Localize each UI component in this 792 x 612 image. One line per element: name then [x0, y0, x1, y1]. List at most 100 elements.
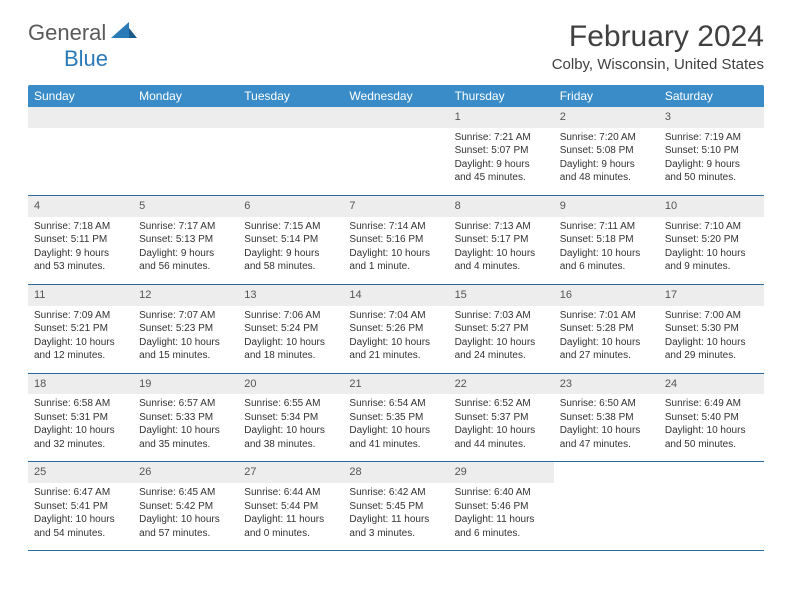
day-number: 7 [343, 196, 448, 217]
calendar-cell: 6Sunrise: 7:15 AMSunset: 5:14 PMDaylight… [238, 195, 343, 284]
sunrise-text: Sunrise: 7:06 AM [244, 309, 337, 323]
day-body: Sunrise: 7:09 AMSunset: 5:21 PMDaylight:… [28, 306, 133, 373]
daylight-text: Daylight: 9 hours and 50 minutes. [665, 158, 758, 185]
calendar-cell: 12Sunrise: 7:07 AMSunset: 5:23 PMDayligh… [133, 284, 238, 373]
day-body: Sunrise: 7:18 AMSunset: 5:11 PMDaylight:… [28, 217, 133, 284]
sunrise-text: Sunrise: 7:09 AM [34, 309, 127, 323]
calendar-cell: 1Sunrise: 7:21 AMSunset: 5:07 PMDaylight… [449, 107, 554, 195]
day-number: 6 [238, 196, 343, 217]
calendar-cell [238, 107, 343, 195]
calendar-cell: 24Sunrise: 6:49 AMSunset: 5:40 PMDayligh… [659, 373, 764, 462]
calendar-cell: 9Sunrise: 7:11 AMSunset: 5:18 PMDaylight… [554, 195, 659, 284]
sunset-text: Sunset: 5:46 PM [455, 500, 548, 514]
calendar-cell: 28Sunrise: 6:42 AMSunset: 5:45 PMDayligh… [343, 462, 448, 551]
daylight-text: Daylight: 10 hours and 1 minute. [349, 247, 442, 274]
daylight-text: Daylight: 10 hours and 44 minutes. [455, 424, 548, 451]
day-body: Sunrise: 7:14 AMSunset: 5:16 PMDaylight:… [343, 217, 448, 284]
calendar-cell: 17Sunrise: 7:00 AMSunset: 5:30 PMDayligh… [659, 284, 764, 373]
day-number: 29 [449, 462, 554, 483]
day-number: 11 [28, 285, 133, 306]
day-body: Sunrise: 6:54 AMSunset: 5:35 PMDaylight:… [343, 394, 448, 461]
calendar-cell: 5Sunrise: 7:17 AMSunset: 5:13 PMDaylight… [133, 195, 238, 284]
day-body: Sunrise: 7:20 AMSunset: 5:08 PMDaylight:… [554, 128, 659, 195]
calendar-cell: 10Sunrise: 7:10 AMSunset: 5:20 PMDayligh… [659, 195, 764, 284]
sunrise-text: Sunrise: 6:47 AM [34, 486, 127, 500]
sunset-text: Sunset: 5:37 PM [455, 411, 548, 425]
calendar-cell: 26Sunrise: 6:45 AMSunset: 5:42 PMDayligh… [133, 462, 238, 551]
day-number-empty [133, 107, 238, 128]
sunrise-text: Sunrise: 6:54 AM [349, 397, 442, 411]
logo: General Blue [28, 20, 139, 72]
day-number: 18 [28, 374, 133, 395]
sunset-text: Sunset: 5:24 PM [244, 322, 337, 336]
sunset-text: Sunset: 5:20 PM [665, 233, 758, 247]
sunrise-text: Sunrise: 7:17 AM [139, 220, 232, 234]
location: Colby, Wisconsin, United States [552, 56, 764, 73]
sunset-text: Sunset: 5:17 PM [455, 233, 548, 247]
daylight-text: Daylight: 10 hours and 21 minutes. [349, 336, 442, 363]
daylight-text: Daylight: 10 hours and 18 minutes. [244, 336, 337, 363]
calendar-cell: 14Sunrise: 7:04 AMSunset: 5:26 PMDayligh… [343, 284, 448, 373]
day-number: 8 [449, 196, 554, 217]
day-body: Sunrise: 6:45 AMSunset: 5:42 PMDaylight:… [133, 483, 238, 550]
sunrise-text: Sunrise: 7:20 AM [560, 131, 653, 145]
calendar-row: 11Sunrise: 7:09 AMSunset: 5:21 PMDayligh… [28, 284, 764, 373]
logo-triangle-icon [111, 20, 139, 40]
calendar-cell: 16Sunrise: 7:01 AMSunset: 5:28 PMDayligh… [554, 284, 659, 373]
day-number: 2 [554, 107, 659, 128]
day-number-empty [28, 107, 133, 128]
sunset-text: Sunset: 5:30 PM [665, 322, 758, 336]
calendar-cell: 7Sunrise: 7:14 AMSunset: 5:16 PMDaylight… [343, 195, 448, 284]
day-body-empty [343, 128, 448, 155]
day-number-empty [343, 107, 448, 128]
daylight-text: Daylight: 10 hours and 6 minutes. [560, 247, 653, 274]
day-body: Sunrise: 7:03 AMSunset: 5:27 PMDaylight:… [449, 306, 554, 373]
day-body: Sunrise: 7:15 AMSunset: 5:14 PMDaylight:… [238, 217, 343, 284]
day-body: Sunrise: 7:21 AMSunset: 5:07 PMDaylight:… [449, 128, 554, 195]
day-body: Sunrise: 6:49 AMSunset: 5:40 PMDaylight:… [659, 394, 764, 461]
day-body: Sunrise: 6:42 AMSunset: 5:45 PMDaylight:… [343, 483, 448, 550]
sunrise-text: Sunrise: 7:04 AM [349, 309, 442, 323]
daylight-text: Daylight: 10 hours and 12 minutes. [34, 336, 127, 363]
sunset-text: Sunset: 5:27 PM [455, 322, 548, 336]
sunrise-text: Sunrise: 6:49 AM [665, 397, 758, 411]
sunrise-text: Sunrise: 7:14 AM [349, 220, 442, 234]
calendar-body: 1Sunrise: 7:21 AMSunset: 5:07 PMDaylight… [28, 107, 764, 551]
weekday-header: Sunday [28, 85, 133, 107]
day-body: Sunrise: 6:58 AMSunset: 5:31 PMDaylight:… [28, 394, 133, 461]
day-body: Sunrise: 7:13 AMSunset: 5:17 PMDaylight:… [449, 217, 554, 284]
sunrise-text: Sunrise: 7:00 AM [665, 309, 758, 323]
sunset-text: Sunset: 5:26 PM [349, 322, 442, 336]
sunset-text: Sunset: 5:31 PM [34, 411, 127, 425]
sunrise-text: Sunrise: 7:15 AM [244, 220, 337, 234]
daylight-text: Daylight: 10 hours and 47 minutes. [560, 424, 653, 451]
sunrise-text: Sunrise: 6:55 AM [244, 397, 337, 411]
calendar-row: 25Sunrise: 6:47 AMSunset: 5:41 PMDayligh… [28, 462, 764, 551]
title-block: February 2024 Colby, Wisconsin, United S… [552, 20, 764, 73]
weekday-header: Friday [554, 85, 659, 107]
sunset-text: Sunset: 5:23 PM [139, 322, 232, 336]
logo-main: General [28, 20, 106, 45]
sunset-text: Sunset: 5:40 PM [665, 411, 758, 425]
daylight-text: Daylight: 10 hours and 38 minutes. [244, 424, 337, 451]
sunrise-text: Sunrise: 7:03 AM [455, 309, 548, 323]
sunrise-text: Sunrise: 6:40 AM [455, 486, 548, 500]
day-body: Sunrise: 7:10 AMSunset: 5:20 PMDaylight:… [659, 217, 764, 284]
sunrise-text: Sunrise: 6:58 AM [34, 397, 127, 411]
calendar-cell [659, 462, 764, 551]
day-body-empty [133, 128, 238, 155]
day-body: Sunrise: 6:57 AMSunset: 5:33 PMDaylight:… [133, 394, 238, 461]
sunset-text: Sunset: 5:14 PM [244, 233, 337, 247]
sunrise-text: Sunrise: 7:10 AM [665, 220, 758, 234]
day-number: 10 [659, 196, 764, 217]
calendar-cell: 23Sunrise: 6:50 AMSunset: 5:38 PMDayligh… [554, 373, 659, 462]
day-body: Sunrise: 6:55 AMSunset: 5:34 PMDaylight:… [238, 394, 343, 461]
calendar-cell: 15Sunrise: 7:03 AMSunset: 5:27 PMDayligh… [449, 284, 554, 373]
daylight-text: Daylight: 9 hours and 48 minutes. [560, 158, 653, 185]
calendar-cell: 18Sunrise: 6:58 AMSunset: 5:31 PMDayligh… [28, 373, 133, 462]
day-body: Sunrise: 7:07 AMSunset: 5:23 PMDaylight:… [133, 306, 238, 373]
daylight-text: Daylight: 9 hours and 56 minutes. [139, 247, 232, 274]
calendar-cell: 11Sunrise: 7:09 AMSunset: 5:21 PMDayligh… [28, 284, 133, 373]
sunset-text: Sunset: 5:34 PM [244, 411, 337, 425]
day-body: Sunrise: 7:11 AMSunset: 5:18 PMDaylight:… [554, 217, 659, 284]
